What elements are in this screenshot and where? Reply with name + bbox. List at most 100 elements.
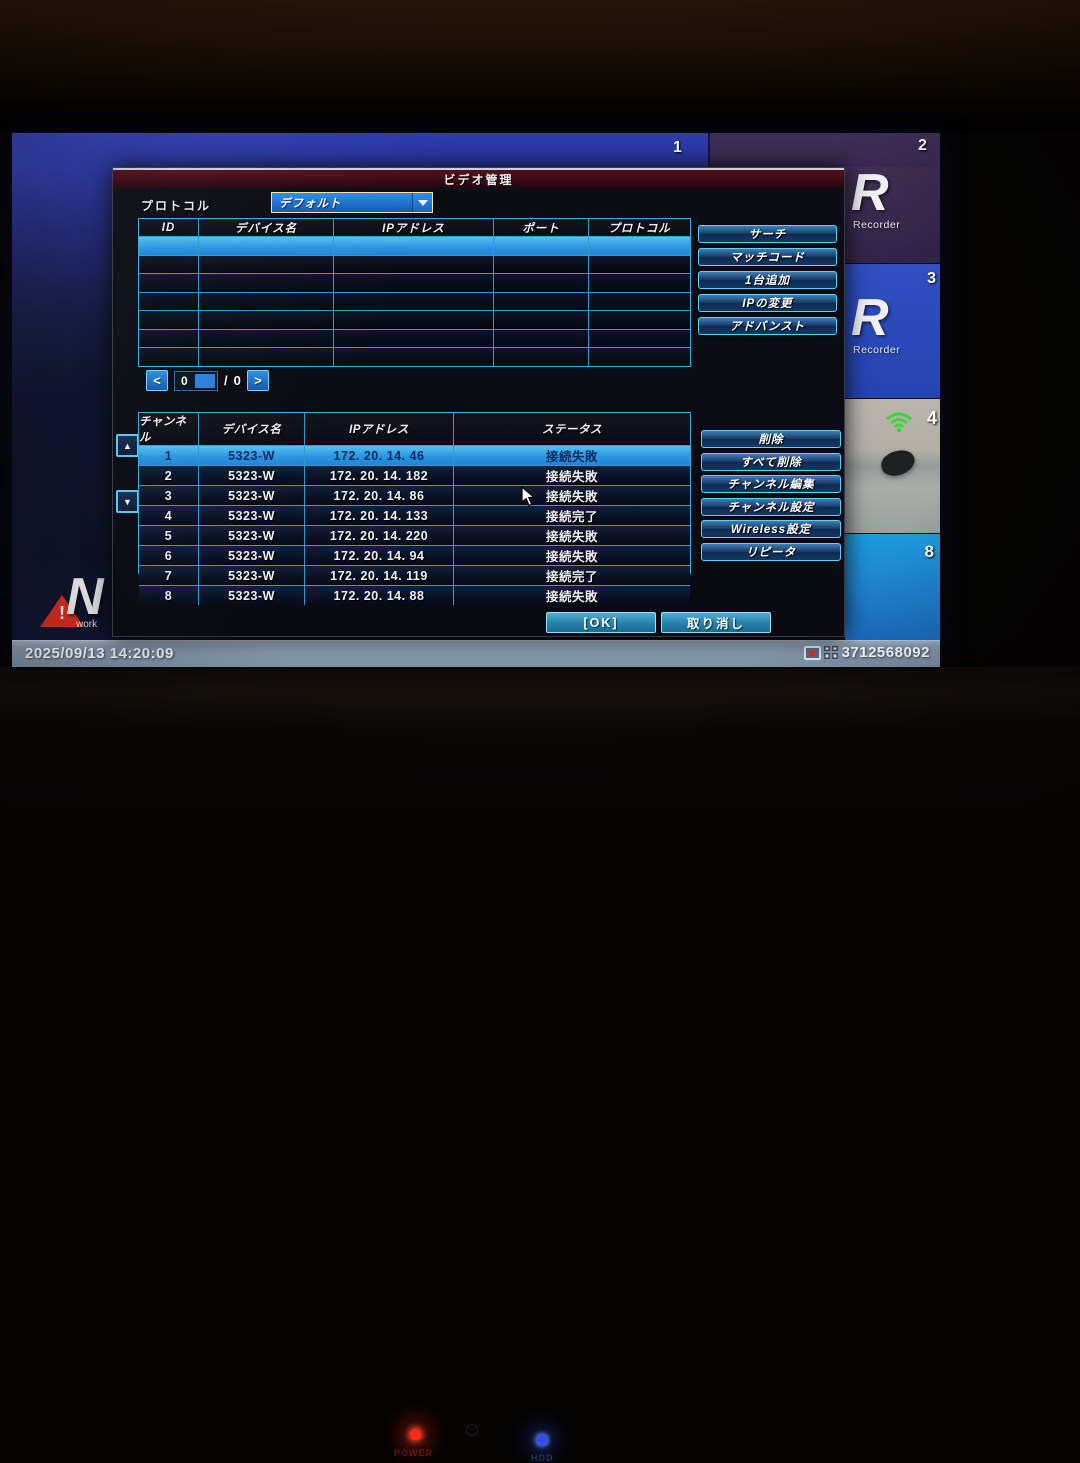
channel-tile-8[interactable]: 8 (845, 533, 940, 640)
page-separator: / (224, 373, 228, 388)
power-led-label: POWER (394, 1448, 434, 1458)
col-ip-address: IPアドレス (305, 413, 454, 445)
channel-table: チャンネル デバイス名 IPアドレス ステータス 1 5323-W 172. 2… (138, 412, 691, 605)
recorder-logo-letter: R (851, 167, 889, 222)
channel-1-label: 1 (673, 139, 682, 156)
cancel-button[interactable]: 取り消し (661, 612, 771, 633)
channel-tile-1[interactable]: 1 (12, 133, 710, 167)
qr-code-icon (823, 645, 839, 660)
channel-3-label: 3 (927, 270, 936, 287)
monitor-bezel: POWER HDD (0, 667, 1080, 1463)
channel-table-row[interactable]: 5 5323-W 172. 20. 14. 220 接続失敗 (139, 525, 690, 545)
channel-2-label: 2 (918, 137, 927, 154)
device-table-row[interactable] (139, 236, 690, 255)
channel-tile-2[interactable]: 2 (710, 133, 940, 167)
protocol-dropdown[interactable]: デフォルト (271, 192, 433, 213)
prev-page-button[interactable]: < (146, 370, 168, 391)
channel-table-row[interactable]: 6 5323-W 172. 20. 14. 94 接続失敗 (139, 545, 690, 565)
channel-table-row[interactable]: 2 5323-W 172. 20. 14. 182 接続失敗 (139, 465, 690, 485)
delete-all-button[interactable]: すべて削除 (701, 452, 841, 471)
page-value: 0 (181, 373, 188, 388)
device-table-row[interactable] (139, 328, 690, 348)
dialog-title: ビデオ管理 (443, 172, 514, 187)
dialog-top-border (113, 168, 844, 170)
wireless-settings-button[interactable]: Wireless設定 (701, 520, 841, 538)
match-code-button[interactable]: マッチコード (698, 248, 837, 266)
scroll-up-button[interactable]: ▲ (116, 434, 139, 457)
channel-edit-button[interactable]: チャンネル編集 (701, 475, 841, 493)
video-management-dialog: ビデオ管理 プロトコル デフォルト ID デバイス名 IPアドレス ポート プロ… (112, 167, 845, 637)
channel-settings-button[interactable]: チャンネル設定 (701, 497, 841, 516)
power-led (410, 1429, 421, 1440)
channel-table-row[interactable]: 3 5323-W 172. 20. 14. 86 接続失敗 (139, 485, 690, 505)
hdd-led-label: HDD (531, 1453, 554, 1463)
delete-button[interactable]: 削除 (701, 430, 841, 448)
add-one-device-button[interactable]: 1台追加 (698, 271, 837, 289)
device-table-row[interactable] (139, 310, 690, 329)
dialog-title-bar: ビデオ管理 (113, 170, 844, 188)
page-total: 0 (233, 373, 241, 388)
hdd-led (537, 1435, 547, 1445)
channel-tile-2-side[interactable]: R Recorder (845, 167, 940, 263)
advanced-button[interactable]: アドバンスト (698, 317, 837, 335)
triangle-down-icon: ▼ (123, 496, 132, 507)
search-button-column: サーチ マッチコード 1台追加 IPの変更 アドバンスト (698, 225, 837, 335)
device-table-header: ID デバイス名 IPアドレス ポート プロトコル (139, 219, 690, 236)
nvr-screen: 1 2 ! N work R Recorder 3 R Recorder (12, 133, 940, 667)
col-device-name: デバイス名 (199, 219, 334, 236)
cloud-offline-icon (803, 645, 821, 660)
col-port: ポート (494, 219, 589, 236)
change-ip-button[interactable]: IPの変更 (698, 294, 837, 312)
col-protocol: プロトコル (608, 222, 671, 235)
protocol-label: プロトコル (141, 199, 212, 213)
status-badge: 接続失敗 (545, 490, 598, 504)
recorder-logo-caption: Recorder (853, 219, 901, 231)
action-button-column: 削除 すべて削除 チャンネル編集 チャンネル設定 Wireless設定 リピータ (701, 430, 841, 561)
device-table-row[interactable] (139, 254, 690, 274)
col-status: ステータス (542, 424, 602, 436)
scroll-down-button[interactable]: ▼ (116, 490, 139, 513)
channel-table-row[interactable]: 8 5323-W 172. 20. 14. 88 接続失敗 (139, 585, 690, 605)
next-page-button[interactable]: > (246, 370, 269, 391)
pagination: < 0 / 0 > (146, 370, 269, 391)
channel-table-row[interactable]: 1 5323-W 172. 20. 14. 46 接続失敗 (139, 445, 690, 465)
status-bar: 2025/09/13 14:20:09 3712568092 (12, 640, 940, 667)
channel-table-row[interactable]: 4 5323-W 172. 20. 14. 133 接続完了 (139, 505, 690, 525)
triangle-up-icon: ▲ (123, 440, 132, 451)
recorder-logo-caption: Recorder (853, 344, 901, 356)
col-channel: チャンネル (139, 413, 199, 445)
device-table-row[interactable] (139, 291, 690, 311)
channel-tile-3[interactable]: 3 R Recorder (845, 263, 940, 398)
device-table-row[interactable] (139, 347, 690, 367)
mouse-cursor (521, 486, 536, 507)
device-search-table: ID デバイス名 IPアドレス ポート プロトコル (138, 218, 691, 367)
cloud-status-cluster: 3712568092 (803, 644, 930, 661)
col-device-name: デバイス名 (199, 413, 305, 445)
channel-table-header: チャンネル デバイス名 IPアドレス ステータス (139, 413, 690, 445)
status-badge: 接続失敗 (545, 550, 598, 564)
status-badge: 接続失敗 (545, 450, 598, 464)
channel-8-label: 8 (924, 542, 934, 561)
protocol-selected-value: デフォルト (279, 197, 342, 210)
device-table-row[interactable] (139, 273, 690, 292)
col-id: ID (139, 219, 199, 236)
status-badge: 接続完了 (545, 570, 598, 584)
status-badge: 接続完了 (545, 510, 598, 524)
channel-tile-4[interactable]: 4 (845, 398, 940, 533)
wifi-icon (886, 412, 912, 433)
page-input[interactable]: 0 (174, 370, 218, 391)
search-button[interactable]: サーチ (698, 225, 837, 243)
power-symbol-icon (466, 1424, 478, 1436)
dropdown-arrow-box[interactable] (412, 193, 432, 212)
repeater-button[interactable]: リピータ (701, 542, 841, 561)
left-live-strip: ! N work (12, 167, 112, 640)
channel-table-row[interactable]: 7 5323-W 172. 20. 14. 119 接続完了 (139, 565, 690, 585)
camera-feed-object (878, 447, 918, 479)
col-ip-address: IPアドレス (334, 219, 494, 236)
status-datetime: 2025/09/13 14:20:09 (25, 645, 174, 662)
status-badge: 接続失敗 (545, 590, 598, 604)
ok-button[interactable]: [OK] (546, 612, 656, 633)
nvr-logo-caption: work (76, 619, 98, 630)
chevron-down-icon (417, 199, 428, 206)
